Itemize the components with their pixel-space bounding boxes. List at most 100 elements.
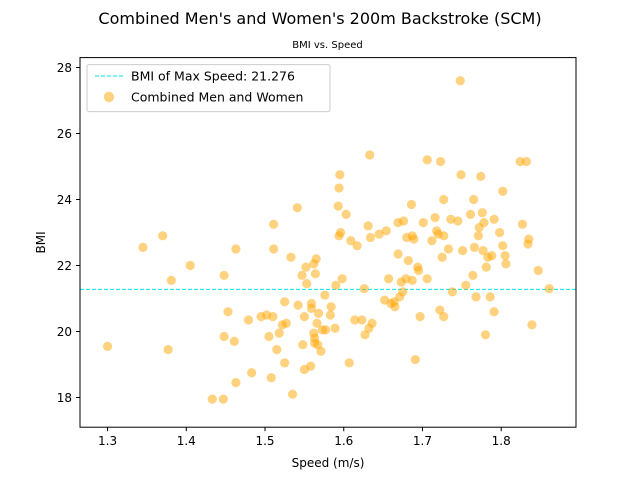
data-point	[298, 340, 308, 350]
data-point	[247, 368, 257, 378]
data-point	[357, 315, 367, 325]
data-point	[374, 229, 384, 239]
data-point	[430, 213, 440, 223]
y-tick-label: 20	[57, 325, 72, 339]
data-point	[287, 389, 298, 399]
x-axis-label: Speed (m/s)	[292, 456, 365, 470]
legend-marker-swatch	[103, 91, 115, 103]
y-tick-label: 26	[57, 127, 72, 141]
data-point	[398, 287, 408, 297]
data-point	[360, 330, 370, 340]
y-tick-label: 28	[57, 61, 72, 75]
data-point	[336, 227, 346, 238]
data-point	[268, 312, 278, 322]
data-point	[458, 246, 468, 256]
data-point	[517, 219, 528, 229]
data-point	[326, 302, 336, 312]
y-axis-ticks: 18 20 22 24 26 28	[57, 61, 80, 405]
chart-title: Combined Men's and Women's 200m Backstro…	[98, 9, 541, 28]
data-point	[312, 318, 322, 328]
data-point	[344, 358, 354, 368]
data-point	[527, 320, 537, 330]
data-point	[407, 275, 417, 285]
data-point	[498, 241, 508, 251]
data-point	[219, 270, 229, 280]
data-point	[280, 358, 290, 368]
data-point	[479, 218, 489, 228]
chart-subtitle: BMI vs. Speed	[292, 40, 362, 51]
data-point	[409, 234, 419, 244]
data-point	[473, 231, 483, 241]
data-point	[325, 310, 335, 320]
data-point	[415, 312, 425, 322]
data-point	[487, 251, 497, 261]
data-point	[498, 186, 508, 196]
data-point	[337, 274, 347, 284]
x-tick-label: 1.8	[492, 434, 511, 448]
data-point	[481, 262, 491, 272]
data-point	[330, 323, 340, 333]
data-point	[292, 203, 302, 213]
data-point	[280, 297, 290, 307]
data-point	[185, 260, 195, 271]
data-point	[381, 226, 391, 236]
data-point	[533, 265, 543, 276]
data-point	[231, 378, 241, 388]
data-point	[316, 346, 326, 356]
legend-label-reference: BMI of Max Speed: 21.276	[131, 69, 295, 84]
data-point	[456, 170, 466, 180]
data-point	[158, 231, 168, 241]
data-point	[269, 219, 279, 229]
data-point	[469, 194, 479, 205]
data-point	[102, 341, 113, 351]
data-point	[297, 270, 307, 280]
data-point	[480, 330, 491, 340]
data-point	[299, 312, 309, 322]
data-point	[264, 331, 274, 342]
data-point	[333, 201, 343, 211]
data-point	[439, 231, 449, 241]
data-point	[350, 315, 360, 325]
legend-label-series: Combined Men and Women	[131, 90, 303, 105]
data-point	[485, 292, 495, 302]
data-point	[418, 218, 428, 228]
data-point	[403, 255, 413, 266]
legend-box	[86, 64, 331, 113]
data-point	[243, 315, 254, 325]
data-point	[390, 302, 400, 312]
data-point	[365, 232, 376, 243]
data-point	[489, 214, 499, 224]
data-point	[359, 284, 369, 294]
data-point	[218, 394, 228, 404]
data-point	[478, 246, 488, 256]
data-point	[406, 199, 417, 210]
data-point	[427, 236, 437, 246]
data-point	[465, 209, 476, 219]
data-point	[363, 221, 373, 231]
data-point	[501, 259, 511, 269]
data-point	[269, 244, 279, 254]
data-point	[476, 171, 486, 181]
data-point	[266, 373, 276, 383]
data-point	[306, 303, 317, 313]
x-tick-label: 1.5	[255, 434, 274, 448]
data-point	[455, 76, 465, 86]
data-point	[331, 280, 341, 290]
data-point	[477, 208, 487, 218]
data-point	[293, 300, 303, 310]
data-point	[524, 234, 534, 244]
data-point	[471, 292, 481, 302]
data-point	[453, 216, 463, 226]
data-point	[384, 274, 394, 284]
data-point	[443, 244, 454, 254]
data-point	[489, 307, 499, 317]
data-point	[320, 290, 330, 300]
data-point	[435, 156, 446, 167]
data-point	[138, 242, 148, 252]
data-point	[446, 214, 456, 224]
data-point	[352, 241, 362, 251]
y-tick-label: 18	[57, 391, 72, 405]
y-axis-label: BMI	[34, 231, 48, 253]
x-axis-ticks: 1.3 1.4 1.5 1.6 1.7 1.8	[98, 427, 511, 448]
